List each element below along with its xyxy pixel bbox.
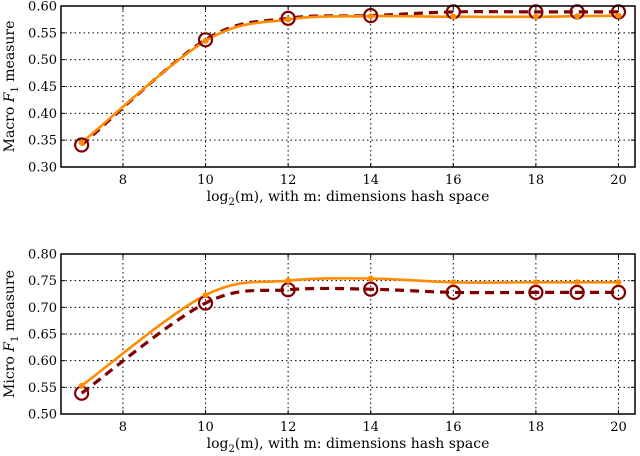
y-axis-label: Macro F1 measure <box>2 21 21 153</box>
x-axis-label: log2(m), with m: dimensions hash space <box>207 189 490 208</box>
data-point-dot <box>574 13 581 20</box>
x-tick-label: 8 <box>119 420 127 435</box>
micro-f1-chart: 8 10 12 14 16 18 20 0.50 0.55 0.60 0.65 0.70 0.75 0.8… <box>2 248 636 455</box>
y-tick-label: 0.50 <box>28 53 57 68</box>
series-line <box>80 10 619 147</box>
x-tick-label: 12 <box>280 173 297 188</box>
y-tick-label: 0.35 <box>28 134 57 149</box>
x-tick-label: 14 <box>362 420 379 435</box>
x-axis-ticks: 8 10 12 14 16 18 20 <box>119 254 627 435</box>
y-tick-label: 0.45 <box>28 80 57 95</box>
x-tick-label: 16 <box>445 420 462 435</box>
macro-f1-chart: 8 10 12 14 16 18 20 0.30 0.35 0.40 0.45 0.50 0.55 0.6… <box>2 0 636 208</box>
data-point-circle <box>569 284 585 300</box>
y-tick-label: 0.65 <box>28 328 57 343</box>
x-tick-label: 10 <box>197 173 214 188</box>
x-tick-label: 18 <box>528 173 545 188</box>
data-point-dot <box>202 37 209 44</box>
y-axis-label: Micro F1 measure <box>2 270 21 398</box>
data-point-dot <box>78 382 85 389</box>
data-point-dot <box>285 16 292 23</box>
data-point-dot <box>285 277 292 284</box>
series-solid-dot <box>80 277 619 387</box>
markers-solid-dot <box>78 12 622 146</box>
data-point-dot <box>450 279 457 286</box>
series-dashed-circle <box>80 10 619 147</box>
data-point-dot <box>78 139 85 146</box>
data-point-dot <box>367 275 374 282</box>
y-tick-label: 0.40 <box>28 107 57 122</box>
y-axis-ticks: 0.30 0.35 0.40 0.45 0.50 0.55 0.60 <box>28 0 635 176</box>
series-line <box>80 277 619 387</box>
markers-dashed-circle <box>74 281 627 401</box>
data-point-circle <box>363 281 379 297</box>
y-tick-label: 0.80 <box>28 248 57 263</box>
y-tick-label: 0.60 <box>28 354 57 369</box>
y-tick-label: 0.55 <box>28 381 57 396</box>
data-point-dot <box>367 13 374 20</box>
y-tick-label: 0.55 <box>28 26 57 41</box>
y-tick-label: 0.50 <box>28 408 57 423</box>
data-point-dot <box>574 279 581 286</box>
data-point-dot <box>532 13 539 20</box>
x-axis-label: log2(m), with m: dimensions hash space <box>207 436 490 452</box>
data-point-dot <box>450 13 457 20</box>
series-dashed-circle <box>80 286 619 395</box>
y-axis-ticks: 0.50 0.55 0.60 0.65 0.70 0.75 0.80 <box>28 248 635 423</box>
data-point-dot <box>615 279 622 286</box>
x-tick-label: 20 <box>610 420 627 435</box>
data-point-circle <box>280 10 296 26</box>
x-tick-label: 8 <box>119 173 127 188</box>
markers-solid-dot <box>78 275 622 389</box>
data-point-circle <box>610 284 627 300</box>
data-point-dot <box>532 279 539 286</box>
x-tick-label: 14 <box>362 173 379 188</box>
x-tick-label: 20 <box>610 173 627 188</box>
data-point-circle <box>197 32 214 48</box>
data-point-circle <box>445 284 461 300</box>
y-tick-label: 0.75 <box>28 274 57 289</box>
data-point-dot <box>615 12 622 19</box>
data-point-dot <box>202 292 209 299</box>
data-point-circle <box>528 284 544 300</box>
x-tick-label: 18 <box>528 420 545 435</box>
y-tick-label: 0.60 <box>28 0 57 15</box>
y-tick-label: 0.30 <box>28 161 57 176</box>
series-line <box>80 14 619 144</box>
series-solid-dot <box>80 14 619 144</box>
grid <box>61 6 635 167</box>
data-point-circle <box>74 137 90 153</box>
series-line <box>80 286 619 395</box>
x-tick-label: 10 <box>197 420 214 435</box>
x-axis-ticks: 8 10 12 14 16 18 20 <box>119 6 627 188</box>
y-tick-label: 0.70 <box>28 301 57 316</box>
x-tick-label: 12 <box>280 420 297 435</box>
x-tick-label: 16 <box>445 173 462 188</box>
